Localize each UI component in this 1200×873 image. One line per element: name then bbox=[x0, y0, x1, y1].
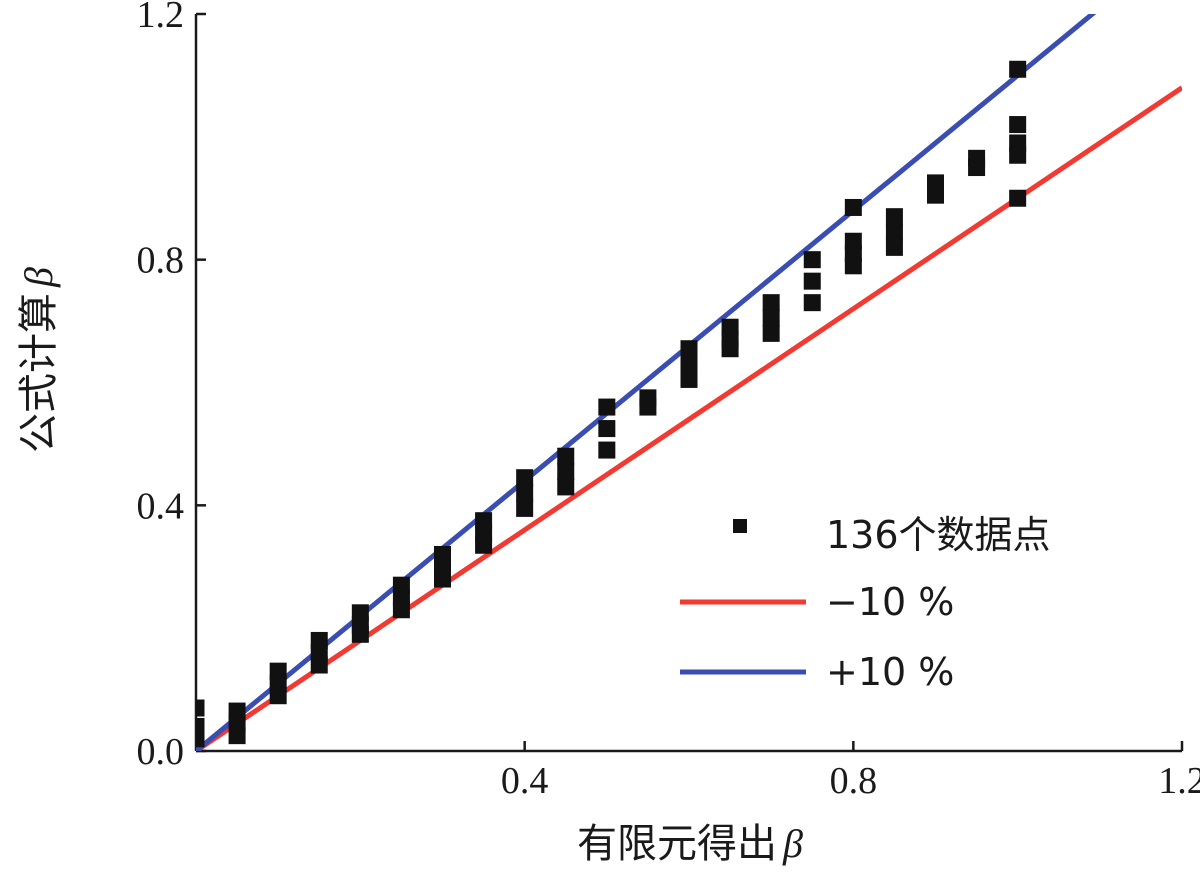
y-axis-title: 公式计算 β bbox=[16, 267, 62, 453]
x-axis-title-text: 有限元得出 bbox=[577, 821, 777, 867]
data-point bbox=[269, 687, 287, 705]
data-point bbox=[228, 727, 246, 745]
x-tick-label: 0.4 bbox=[501, 760, 549, 802]
data-point bbox=[885, 223, 903, 241]
x-tick-label: 1.2 bbox=[1158, 760, 1200, 802]
data-point bbox=[803, 251, 821, 269]
axes bbox=[194, 14, 1182, 753]
data-point bbox=[598, 398, 616, 416]
data-point bbox=[762, 324, 780, 342]
x-tick-label: 0.8 bbox=[830, 760, 878, 802]
y-tick-label: 0.4 bbox=[137, 485, 185, 527]
data-point bbox=[516, 499, 534, 517]
data-point bbox=[680, 340, 698, 358]
data-point bbox=[196, 699, 205, 717]
data-point bbox=[516, 469, 534, 487]
data-point bbox=[196, 730, 205, 748]
data-point bbox=[803, 272, 821, 290]
data-point bbox=[680, 370, 698, 388]
y-ticks: 0.0 0.4 0.8 1.2 bbox=[137, 0, 206, 773]
legend-marker-points bbox=[733, 519, 747, 533]
data-point bbox=[968, 159, 986, 177]
data-point bbox=[1009, 189, 1027, 207]
legend: 136个数据点 −10 % +10 % bbox=[680, 513, 1051, 694]
y-tick-label: 1.2 bbox=[137, 0, 185, 36]
data-point bbox=[762, 294, 780, 312]
legend-label-points: 136个数据点 bbox=[826, 513, 1051, 557]
data-point bbox=[639, 398, 657, 416]
data-point bbox=[1009, 146, 1027, 164]
data-point bbox=[598, 420, 616, 438]
data-point bbox=[557, 447, 575, 465]
data-point bbox=[721, 340, 739, 358]
legend-label-plus10: +10 % bbox=[826, 650, 954, 694]
data-point bbox=[557, 463, 575, 481]
y-tick-label: 0.8 bbox=[137, 240, 185, 282]
y-tick-label: 0.0 bbox=[137, 731, 185, 773]
data-point bbox=[434, 570, 451, 588]
data-point bbox=[196, 717, 205, 735]
data-point bbox=[885, 208, 903, 226]
data-point bbox=[762, 309, 780, 327]
legend-label-minus10: −10 % bbox=[826, 580, 954, 624]
data-point bbox=[844, 257, 862, 275]
data-point bbox=[392, 601, 410, 619]
data-point bbox=[927, 186, 944, 204]
data-point bbox=[598, 441, 616, 459]
data-point bbox=[680, 355, 698, 373]
line-minus10 bbox=[196, 85, 1182, 751]
x-ticks: 0.4 0.8 1.2 bbox=[501, 741, 1200, 802]
data-point bbox=[351, 625, 369, 643]
data-point bbox=[310, 656, 328, 674]
data-point bbox=[516, 484, 534, 502]
data-point bbox=[1009, 116, 1027, 134]
data-point bbox=[885, 238, 903, 256]
data-point bbox=[557, 478, 575, 496]
y-axis-title-symbol: β bbox=[16, 267, 61, 288]
data-point bbox=[475, 536, 493, 554]
data-points bbox=[196, 60, 1027, 748]
data-point bbox=[803, 294, 821, 312]
y-axis-title-text: 公式计算 bbox=[16, 293, 62, 453]
x-axis-title: 有限元得出 β bbox=[577, 821, 803, 867]
data-point bbox=[1009, 60, 1027, 78]
data-point bbox=[844, 198, 862, 216]
x-axis-title-symbol: β bbox=[782, 821, 803, 866]
